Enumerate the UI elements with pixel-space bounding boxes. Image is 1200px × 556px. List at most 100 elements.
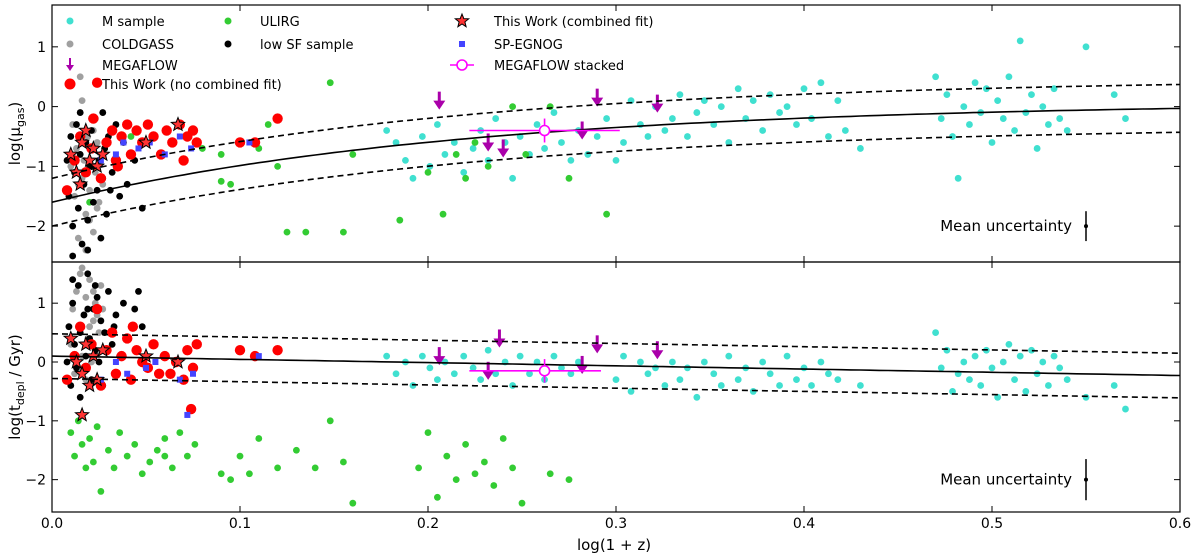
ulirg-point xyxy=(484,162,492,170)
sp-egnog-point xyxy=(176,376,183,383)
ulirg-point xyxy=(246,470,253,478)
coldgass-point xyxy=(78,264,86,272)
m-sample-point xyxy=(441,358,449,366)
m-sample-point xyxy=(469,364,477,372)
m-sample-point xyxy=(418,352,426,360)
legend-item: low SF sample xyxy=(224,38,353,53)
coldgass-point xyxy=(86,276,93,284)
m-sample-point xyxy=(857,382,864,389)
megaflow-arrow xyxy=(591,335,604,354)
this-work-point xyxy=(187,362,199,374)
m-sample-point xyxy=(999,115,1007,122)
m-sample-point xyxy=(932,73,939,81)
ulirg-point xyxy=(546,470,554,478)
m-sample-point xyxy=(800,85,808,93)
coldgass-point xyxy=(78,97,86,105)
ulirg-point xyxy=(168,464,176,472)
coldgass-point xyxy=(76,270,84,278)
low-sf-sample-point xyxy=(76,151,84,158)
m-sample-point xyxy=(725,139,733,146)
ulirg-point xyxy=(123,452,131,460)
m-sample-point xyxy=(943,91,951,99)
m-sample-point xyxy=(612,376,620,384)
m-sample-point xyxy=(1122,405,1129,413)
m-sample-point xyxy=(644,370,652,378)
m-sample-point xyxy=(1082,393,1090,401)
m-sample-point xyxy=(558,364,565,372)
m-sample-point xyxy=(759,127,767,134)
m-sample-point xyxy=(652,364,659,372)
this-work-point xyxy=(153,368,165,379)
m-sample-point xyxy=(710,370,718,378)
ulirg-point xyxy=(82,464,90,472)
m-sample-point xyxy=(1050,352,1058,360)
fit-upper-bound xyxy=(52,83,1180,180)
ulirg-point xyxy=(217,151,225,158)
this-work-point xyxy=(116,131,127,142)
legend-label: This Work (combined fit) xyxy=(493,15,653,30)
this-work-point xyxy=(161,125,172,136)
this-work-point xyxy=(88,113,99,124)
low-sf-sample-point xyxy=(131,305,139,313)
m-sample-point xyxy=(783,352,791,360)
coldgass-point xyxy=(93,204,101,212)
x-tick-label: 0.2 xyxy=(417,516,439,532)
ulirg-point xyxy=(78,440,86,448)
this-work-point xyxy=(125,374,137,385)
megaflow-arrow xyxy=(591,88,604,107)
ulirg-point xyxy=(302,228,310,236)
ulirg-point xyxy=(509,103,516,111)
this-work-point xyxy=(125,149,137,160)
combined-fit-star xyxy=(77,336,94,352)
this-work-point xyxy=(185,403,197,415)
combined-fit-star xyxy=(94,341,111,358)
ulirg-point xyxy=(490,482,498,489)
m-sample-point xyxy=(793,376,800,384)
this-work-point xyxy=(187,125,199,136)
combined-fit-star xyxy=(169,116,186,132)
x-tick-label: 0.0 xyxy=(41,516,63,532)
m-sample-point xyxy=(558,139,565,146)
this-work-point xyxy=(91,77,103,88)
m-sample-point xyxy=(567,370,575,378)
fit-line xyxy=(52,107,1180,203)
m-sample-point xyxy=(669,115,676,122)
m-sample-point xyxy=(825,370,832,378)
m-sample-point xyxy=(766,91,774,99)
m-sample-point xyxy=(734,85,742,93)
low-sf-sample-point xyxy=(97,234,105,242)
ulirg-point xyxy=(471,470,479,478)
y-tick-label: −1 xyxy=(25,414,46,430)
ulirg-point xyxy=(565,174,573,182)
m-sample-point xyxy=(1005,340,1013,348)
ulirg-point xyxy=(110,464,118,472)
m-sample-point xyxy=(450,139,458,146)
m-sample-point xyxy=(541,145,548,152)
this-work-point xyxy=(127,321,139,332)
sp-egnog-point xyxy=(124,370,131,377)
ulirg-point xyxy=(499,435,507,442)
m-sample-point xyxy=(1039,358,1047,366)
ulirg-point xyxy=(293,446,300,454)
ulirg-point xyxy=(522,151,530,158)
m-sample-point xyxy=(392,139,400,146)
m-sample-point xyxy=(584,151,592,158)
low-sf-sample-point xyxy=(65,323,73,331)
m-sample-point xyxy=(603,115,610,122)
low-sf-sample-point xyxy=(112,311,120,319)
m-sample-point xyxy=(954,174,962,182)
this-work-point xyxy=(272,113,283,124)
megaflow-arrow xyxy=(482,133,495,152)
m-sample-point xyxy=(434,121,441,128)
m-sample-point xyxy=(434,376,441,384)
ulirg-point xyxy=(452,476,460,484)
low-sf-sample-point xyxy=(84,246,92,254)
m-sample-point xyxy=(937,115,945,122)
m-sample-point xyxy=(409,174,417,182)
coldgass-point xyxy=(89,228,97,236)
m-sample-point xyxy=(469,145,477,152)
x-tick-label: 0.4 xyxy=(793,516,815,532)
m-sample-point xyxy=(834,97,842,105)
m-sample-point xyxy=(1045,382,1052,389)
sp-egnog-point xyxy=(190,370,196,377)
